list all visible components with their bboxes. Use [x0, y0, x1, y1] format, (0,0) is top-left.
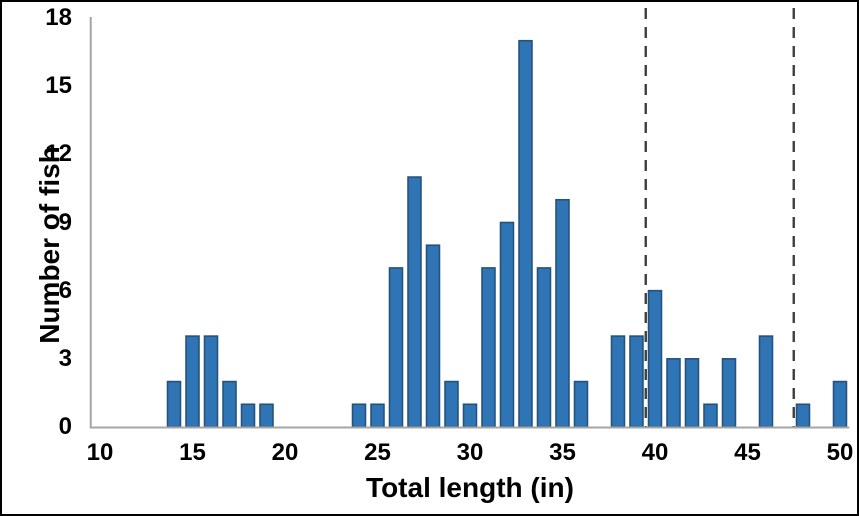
bar	[610, 335, 626, 428]
y-tick-label: 0	[58, 413, 72, 440]
bar	[647, 289, 663, 428]
bar	[499, 221, 515, 428]
x-tick-label: 25	[364, 439, 391, 466]
bar	[203, 335, 219, 428]
bar	[666, 358, 681, 428]
x-tick-label: 30	[456, 439, 484, 466]
bar	[832, 380, 848, 428]
x-axis-title: Total length (in)	[366, 472, 574, 503]
bar	[555, 198, 570, 428]
bar	[795, 403, 811, 428]
x-tick-label: 40	[641, 439, 669, 466]
x-tick-label: 50	[826, 439, 854, 466]
x-tick-label: 35	[549, 439, 576, 466]
bar	[462, 403, 478, 428]
x-tick-label: 45	[734, 439, 761, 466]
x-tick-label: 15	[179, 439, 206, 466]
bar	[425, 244, 441, 428]
bar	[703, 403, 718, 428]
bar	[481, 267, 496, 428]
bar	[536, 267, 552, 428]
y-tick-label: 12	[45, 140, 72, 168]
x-tick-label: 20	[271, 439, 299, 466]
bar	[518, 39, 533, 428]
bar	[573, 380, 589, 428]
y-tick-label: 3	[58, 344, 72, 372]
bar	[388, 267, 404, 428]
y-tick-label: 15	[45, 72, 72, 100]
bar	[166, 380, 182, 428]
bar	[370, 403, 385, 428]
y-axis-title: Number of fish	[34, 146, 65, 344]
bar	[259, 403, 274, 428]
bar	[407, 176, 422, 428]
bar	[351, 403, 367, 428]
y-tick-label: 6	[58, 276, 72, 304]
bar	[240, 403, 256, 428]
bar	[222, 380, 237, 428]
bar	[684, 358, 700, 428]
y-tick-label: 18	[45, 4, 72, 31]
bar	[629, 335, 644, 428]
bar	[444, 380, 459, 428]
bar	[758, 335, 774, 428]
bar	[185, 335, 200, 428]
x-tick-label: 10	[86, 439, 114, 466]
bar	[721, 358, 737, 428]
y-tick-label: 9	[58, 208, 72, 236]
